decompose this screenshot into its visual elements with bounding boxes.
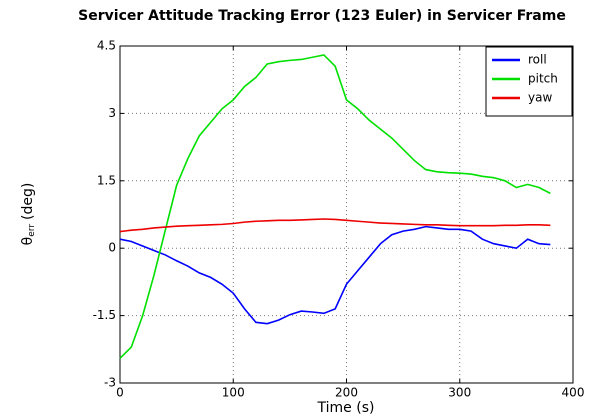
x-tick-label: 0	[116, 386, 124, 400]
legend-label: roll	[528, 53, 547, 67]
x-tick-label: 400	[562, 386, 585, 400]
y-tick-label: 3	[108, 106, 116, 120]
y-tick-label: 0	[108, 241, 116, 255]
y-label-symbol: θ	[20, 237, 36, 246]
y-tick-label: 4.5	[97, 39, 116, 53]
x-tick-label: 200	[335, 386, 358, 400]
chart-title: Servicer Attitude Tracking Error (123 Eu…	[78, 8, 566, 24]
y-tick-label: -1.5	[93, 308, 116, 322]
legend-label: yaw	[528, 91, 552, 105]
y-label-subscript: err	[27, 224, 37, 237]
y-tick-label: 1.5	[97, 173, 116, 187]
series-line	[119, 225, 551, 325]
x-tick-label: 300	[448, 386, 471, 400]
x-axis-label: Time (s)	[317, 400, 375, 416]
x-tick-label: 100	[222, 386, 245, 400]
series-line	[119, 54, 551, 359]
y-tick-label: -3	[104, 376, 116, 390]
legend-label: pitch	[528, 72, 558, 86]
series-line	[119, 218, 551, 233]
y-label-unit: (deg)	[20, 183, 36, 220]
plot-frame	[119, 45, 574, 384]
legend-box	[485, 46, 573, 117]
y-axis-label: θerr (deg)	[20, 183, 37, 246]
